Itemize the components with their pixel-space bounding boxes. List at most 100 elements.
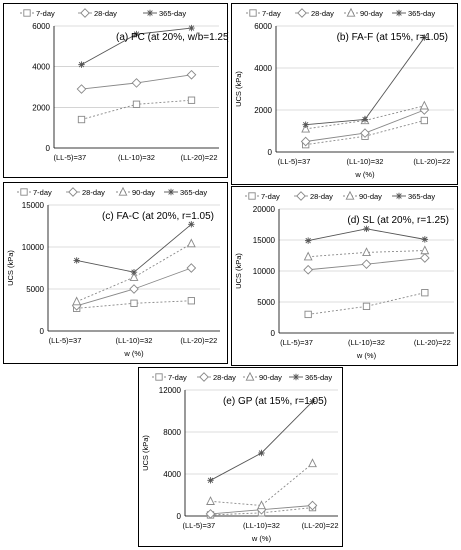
chart-e-legend-marker-d90 bbox=[245, 371, 255, 381]
chart-d-point-d365 bbox=[304, 237, 312, 244]
chart-b-point-d365 bbox=[361, 116, 369, 123]
chart-c-legend-label-d90: 90-day bbox=[132, 188, 155, 197]
chart-c-svg: 0 5000 10000 15000 (LL-5)=37 (LL-10)=32 (LL-20… bbox=[6, 186, 220, 358]
chart-b-xlabel: w (%) bbox=[354, 170, 375, 179]
chart-d-ytick-label: 20000 bbox=[253, 205, 276, 214]
chart-a-legend-label-d7: 7-day bbox=[36, 9, 55, 18]
chart-b-point-d365 bbox=[421, 34, 428, 41]
chart-b-point-d90 bbox=[419, 100, 429, 110]
chart-b-point-d28 bbox=[300, 136, 311, 147]
chart-e-title: (e) GP (at 15%, r=1.05) bbox=[223, 396, 327, 407]
chart-d-legend-marker-d7 bbox=[248, 192, 256, 200]
chart-d-point-d90 bbox=[420, 245, 430, 255]
chart-e-legend-label-d365: 365-day bbox=[305, 373, 332, 382]
panel-e: 0 4000 8000 12000 (LL-5)=37 (LL-10)=32 (LL-20)… bbox=[138, 367, 343, 547]
panel-c: 0 5000 10000 15000 (LL-5)=37 (LL-10)=32 (LL-20… bbox=[3, 182, 228, 364]
chart-e-point-d28 bbox=[205, 509, 216, 519]
chart-b-series-d365-line bbox=[305, 37, 425, 126]
chart-b-legend-marker-d7 bbox=[249, 9, 257, 17]
chart-c-point-d90 bbox=[129, 272, 139, 281]
chart-b-legend-label-d7: 7-day bbox=[262, 9, 281, 18]
chart-c-xlabel: w (%) bbox=[123, 349, 144, 358]
chart-c-point-d7 bbox=[187, 297, 195, 305]
chart-c-legend-marker-d7 bbox=[20, 188, 28, 196]
chart-e-point-d28 bbox=[307, 500, 318, 511]
chart-c-xtick-label: (LL-5)=37 bbox=[49, 336, 82, 345]
chart-d-ytick-label: 0 bbox=[271, 329, 276, 338]
chart-e-legend-label-d90: 90-day bbox=[259, 373, 282, 382]
chart-e-ytick-label: 8000 bbox=[163, 428, 181, 437]
chart-a-legend-label-d365: 365-day bbox=[159, 9, 186, 18]
chart-c-point-d365 bbox=[188, 221, 195, 228]
chart-e-legend-label-d7: 7-day bbox=[168, 373, 187, 382]
chart-e-xtick-label: (LL-5)=37 bbox=[183, 521, 216, 530]
chart-d-xlabel: w (%) bbox=[356, 351, 377, 360]
chart-e-series-d7-line bbox=[210, 507, 313, 516]
chart-a-svg: 0 2000 4000 6000 (LL-5)=37 (LL-10)=32 (LL-20)=… bbox=[20, 8, 229, 162]
chart-d-point-d28 bbox=[419, 253, 430, 263]
chart-d-legend-marker-d90 bbox=[345, 190, 355, 200]
chart-b-legend-marker-d28 bbox=[297, 8, 307, 18]
chart-b-series-d7-line bbox=[305, 120, 425, 146]
chart-e-legend-marker-d365 bbox=[292, 373, 300, 381]
chart-c-ylabel: UCS (kPa) bbox=[6, 250, 15, 286]
chart-e-legend-label-d28: 28-day bbox=[213, 373, 236, 382]
panel-a: 0 2000 4000 6000 (LL-5)=37 (LL-10)=32 (LL-20)=… bbox=[3, 3, 229, 178]
chart-e-ytick-label: 0 bbox=[177, 512, 182, 521]
chart-c-series-d365-line bbox=[76, 223, 192, 273]
chart-a-point-d365 bbox=[133, 30, 140, 38]
chart-c-xtick-label: (LL-10)=32 bbox=[116, 336, 153, 345]
chart-d-legend-marker-d365 bbox=[395, 192, 403, 200]
chart-e-svg: 0 4000 8000 12000 (LL-5)=37 (LL-10)=32 (LL-20)… bbox=[141, 371, 339, 543]
chart-a-xtick-label: (LL-5)=37 bbox=[54, 153, 87, 162]
chart-a-legend-marker-d365 bbox=[146, 9, 154, 17]
chart-d-point-d90 bbox=[362, 247, 371, 257]
chart-d-point-d28 bbox=[303, 264, 314, 275]
chart-a-xtick-label: (LL-10)=32 bbox=[118, 153, 155, 162]
chart-b-legend-label-d28: 28-day bbox=[311, 9, 334, 18]
chart-a-title: (a) PC (at 20%, w/b=1.25) bbox=[116, 32, 229, 43]
chart-b-ytick-label: 2000 bbox=[254, 106, 272, 115]
chart-c-series-d90-line bbox=[76, 243, 192, 303]
chart-b-point-d7 bbox=[420, 116, 428, 125]
chart-e-point-d365 bbox=[207, 477, 214, 484]
chart-c-legend-marker-d28 bbox=[68, 187, 78, 197]
chart-e-point-d90 bbox=[206, 496, 215, 505]
chart-a-legend-marker-d7 bbox=[23, 9, 31, 17]
chart-c-legend-marker-d365 bbox=[167, 188, 175, 196]
chart-c-point-d28 bbox=[186, 263, 197, 273]
chart-b-point-d28 bbox=[360, 128, 370, 138]
chart-b-title: (b) FA-F (at 15%, r=1.05) bbox=[337, 32, 448, 43]
chart-d-legend-label-d90: 90-day bbox=[359, 192, 382, 201]
chart-e-xlabel: w (%) bbox=[251, 534, 272, 543]
chart-d-title: (d) SL (at 20%, r=1.25) bbox=[347, 215, 449, 226]
chart-b-xtick-label: (LL-10)=32 bbox=[347, 157, 384, 166]
chart-a-point-d365 bbox=[78, 61, 85, 68]
chart-a-legend-label-d28: 28-day bbox=[94, 9, 117, 18]
chart-b-xtick-label: (LL-5)=37 bbox=[278, 157, 311, 166]
chart-d-point-d365 bbox=[421, 236, 429, 243]
chart-b-point-d365 bbox=[302, 121, 309, 128]
chart-d-legend-label-d365: 365-day bbox=[408, 192, 435, 201]
chart-d-xtick-label: (LL-20)=22 bbox=[414, 338, 451, 347]
chart-e-point-d365 bbox=[258, 449, 265, 457]
chart-e-point-d365 bbox=[309, 398, 316, 405]
chart-d-ytick-label: 5000 bbox=[257, 298, 275, 307]
chart-d-xtick-label: (LL-10)=32 bbox=[348, 338, 385, 347]
chart-b-legend-label-d90: 90-day bbox=[360, 9, 383, 18]
chart-d-ytick-label: 15000 bbox=[253, 236, 276, 245]
chart-c-point-d28 bbox=[129, 284, 139, 294]
chart-d-point-d90 bbox=[303, 251, 313, 261]
panel-d: 0 5000 10000 15000 20000 (LL-5)=37 (LL-10)=32 (… bbox=[231, 186, 458, 366]
chart-c-legend-label-d28: 28-day bbox=[82, 188, 105, 197]
chart-c-point-d365 bbox=[73, 257, 80, 264]
chart-a-point-d28 bbox=[76, 84, 87, 94]
chart-d-svg: 0 5000 10000 15000 20000 (LL-5)=37 (LL-10)=32 (… bbox=[234, 190, 454, 360]
chart-a-point-d365 bbox=[188, 24, 195, 32]
chart-b-legend-marker-d365 bbox=[395, 9, 403, 17]
chart-a-legend-marker-d28 bbox=[80, 8, 90, 18]
chart-a-ytick-label: 2000 bbox=[32, 103, 50, 112]
chart-e-ylabel: UCS (kPa) bbox=[141, 435, 150, 471]
chart-b-svg: 0 2000 4000 6000 (LL-5)=37 (LL-10)=32 (LL-20)=… bbox=[234, 7, 454, 179]
chart-b-ytick-label: 6000 bbox=[254, 22, 272, 31]
